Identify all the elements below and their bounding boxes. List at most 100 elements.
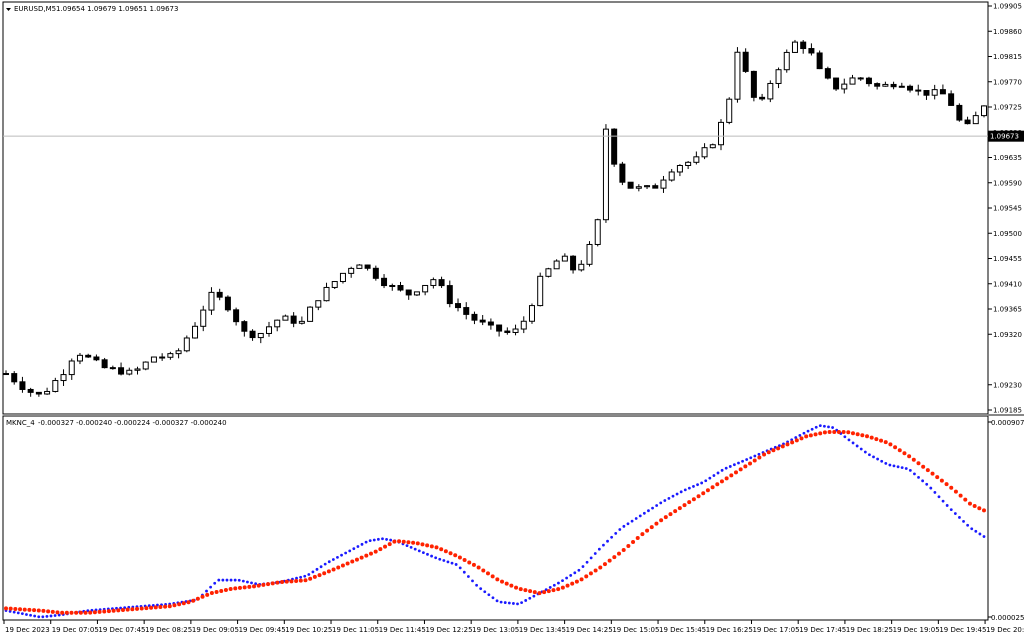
red-dot [223, 588, 228, 593]
blue-dot [581, 565, 585, 568]
red-dot [710, 485, 715, 490]
candle-bull [594, 219, 601, 245]
blue-dot [491, 596, 495, 600]
red-dot [967, 501, 972, 506]
red-dot [654, 521, 659, 526]
red-dot [247, 584, 252, 589]
price-tick-label: 1.09545 [993, 205, 1022, 213]
time-tick-label: 19 Dec 09:45 [239, 626, 286, 634]
red-dot [827, 430, 832, 435]
red-dot [556, 587, 561, 592]
time-tick-label: 19 Dec 16:25 [706, 626, 753, 634]
blue-dot [634, 517, 638, 520]
red-dot [8, 606, 13, 611]
blue-dot [41, 615, 45, 619]
blue-dot [327, 560, 331, 564]
candle-bear [233, 309, 240, 323]
blue-dot [233, 578, 237, 582]
blue-dot [438, 557, 442, 561]
time-tick-label: 19 Dec 13:05 [472, 626, 519, 634]
blue-dot [37, 615, 41, 619]
candle-bull [52, 380, 59, 392]
red-dot [504, 581, 509, 586]
red-dot [467, 560, 472, 565]
indicator-values: -0.000327 -0.000240 -0.000224 -0.000327 … [38, 419, 227, 427]
blue-dot [573, 571, 577, 575]
blue-dot [295, 576, 298, 580]
blue-dot [520, 601, 523, 605]
red-dot [696, 494, 701, 499]
red-dot [729, 473, 734, 478]
blue-dot [372, 538, 376, 542]
red-dot [766, 450, 771, 455]
candle-bull [635, 186, 642, 189]
candle-bear [35, 391, 42, 395]
price-tick-label: 1.09590 [993, 179, 1022, 187]
blue-dot [434, 556, 438, 560]
red-dot [813, 432, 818, 437]
candle-bull [512, 328, 519, 333]
red-dot [659, 518, 664, 523]
red-dot [818, 431, 823, 436]
red-dot [387, 542, 392, 547]
red-dot [883, 440, 888, 445]
blue-dot [872, 455, 875, 459]
red-dot [256, 583, 261, 588]
blue-dot [696, 483, 699, 487]
blue-dot [962, 519, 965, 523]
blue-dot [499, 600, 503, 604]
red-dot [865, 434, 870, 439]
blue-dot [945, 504, 949, 507]
red-dot [705, 488, 710, 493]
red-dot [921, 464, 926, 469]
blue-dot [426, 552, 429, 556]
red-dot [420, 542, 425, 547]
blue-dot [794, 436, 798, 439]
red-dot [462, 557, 467, 562]
candle-bear [397, 285, 404, 291]
blue-dot [471, 579, 474, 583]
red-dot [22, 607, 27, 612]
candle-bear [241, 321, 248, 332]
blue-dot [851, 441, 855, 445]
red-dot [645, 528, 650, 533]
blue-dot [647, 509, 650, 513]
candle-bull [315, 300, 322, 308]
blue-dot [728, 465, 732, 468]
candle-bull [644, 185, 651, 188]
red-dot [893, 445, 898, 450]
red-dot [392, 539, 397, 544]
blue-dot [655, 504, 659, 507]
menu-arrow-icon[interactable] [6, 8, 11, 11]
blue-dot [843, 435, 847, 439]
candle-bear [627, 181, 634, 189]
blue-dot [409, 545, 413, 549]
blue-dot [597, 547, 601, 551]
candle-bull [44, 390, 51, 395]
blue-dot [704, 479, 708, 483]
candles-group [3, 39, 987, 397]
red-dot [490, 574, 495, 579]
red-dot [36, 608, 41, 613]
red-dot [74, 610, 79, 615]
blue-dot [908, 468, 912, 472]
blue-dot [970, 527, 974, 531]
red-dot [191, 598, 196, 603]
candle-bull [183, 337, 190, 352]
red-dot [907, 454, 912, 459]
blue-dot [548, 586, 552, 589]
blue-dot [630, 519, 634, 523]
red-dot [495, 577, 500, 582]
red-dot [982, 508, 986, 513]
time-tick-label: 19 Dec 15:45 [659, 626, 706, 634]
red-dot [682, 503, 687, 508]
red-dot [326, 569, 331, 574]
blue-dot [663, 499, 667, 502]
blue-dot [863, 450, 867, 454]
blue-dot [512, 602, 515, 605]
candle-bull [972, 115, 979, 125]
red-dot [266, 582, 271, 587]
candle-bear [364, 264, 371, 269]
blue-dot [364, 540, 368, 544]
